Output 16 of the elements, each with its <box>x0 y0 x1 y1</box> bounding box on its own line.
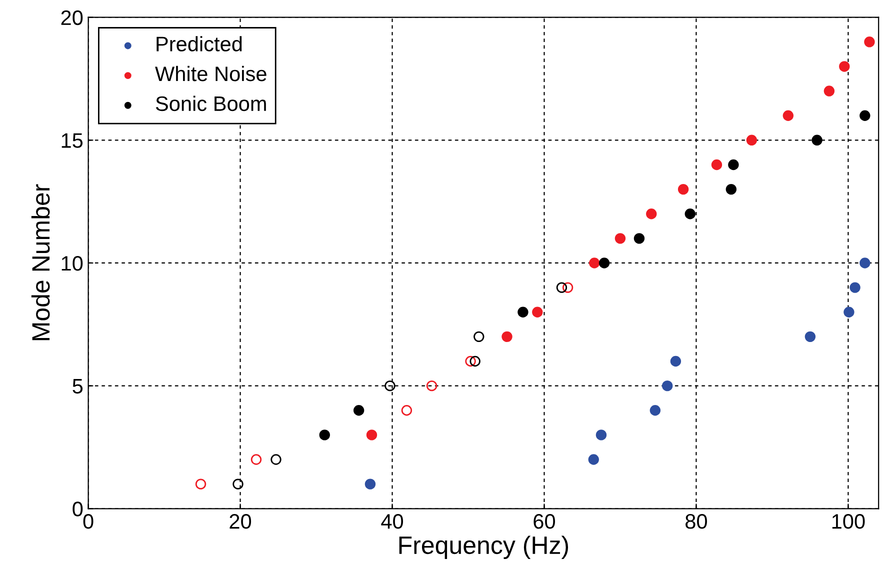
y-tick-label: 15 <box>62 133 83 148</box>
x-tick-label: 0 <box>83 514 94 529</box>
y-tick-label: 20 <box>61 10 83 26</box>
y-tick-label: 10 <box>62 256 83 271</box>
x-tick-label: 40 <box>381 514 404 529</box>
x-axis-title: Frequency (Hz) <box>399 536 568 560</box>
y-axis-title: Mode Number <box>31 184 50 340</box>
legend-label: Predicted <box>156 36 242 52</box>
x-tick-label: 80 <box>686 514 707 529</box>
x-tick-label: 100 <box>832 514 865 529</box>
legend-label: White Noise <box>155 66 266 82</box>
x-tick-label: 60 <box>534 514 556 529</box>
legend-label: Sonic Boom <box>156 96 266 112</box>
y-tick-label: 5 <box>72 379 83 394</box>
x-tick-label: 20 <box>230 514 252 529</box>
y-tick-label: 0 <box>72 502 83 516</box>
